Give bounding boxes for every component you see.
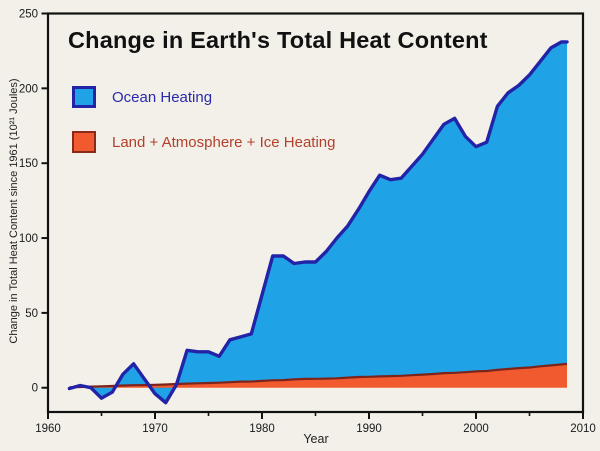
ocean-heating-label: Ocean Heating: [112, 88, 213, 106]
y-tick-label: 100: [19, 233, 38, 245]
x-tick-label: 1960: [35, 423, 61, 435]
x-tick-label: 1970: [142, 423, 168, 435]
y-tick-label: 0: [32, 383, 38, 395]
x-tick-label: 2010: [570, 423, 596, 435]
ocean-line: [67, 40, 569, 405]
ocean-area: [69, 41, 568, 403]
ocean-heating-swatch-icon: [72, 86, 96, 108]
x-tick-label: 2000: [463, 423, 489, 435]
land-atmosphere-ice-swatch-icon: [72, 131, 96, 153]
y-tick-label: 250: [19, 9, 38, 21]
y-axis-label: Change in Total Heat Content since 1961 …: [8, 78, 20, 344]
land-area: [69, 363, 568, 388]
y-tick-label: 50: [25, 308, 38, 320]
land-line: [69, 362, 568, 389]
legend-item-ocean: Ocean Heating: [72, 86, 212, 108]
x-axis-label: Year: [303, 432, 329, 446]
y-tick-label: 200: [19, 83, 38, 95]
y-tick-label: 150: [19, 158, 38, 170]
land-atmosphere-ice-label: Land + Atmosphere + Ice Heating: [112, 133, 336, 151]
chart-title: Change in Earth's Total Heat Content: [68, 27, 488, 53]
legend-item-land: Land + Atmosphere + Ice Heating: [72, 131, 335, 153]
x-tick-label: 1980: [249, 423, 275, 435]
x-tick-label: 1990: [356, 423, 382, 435]
